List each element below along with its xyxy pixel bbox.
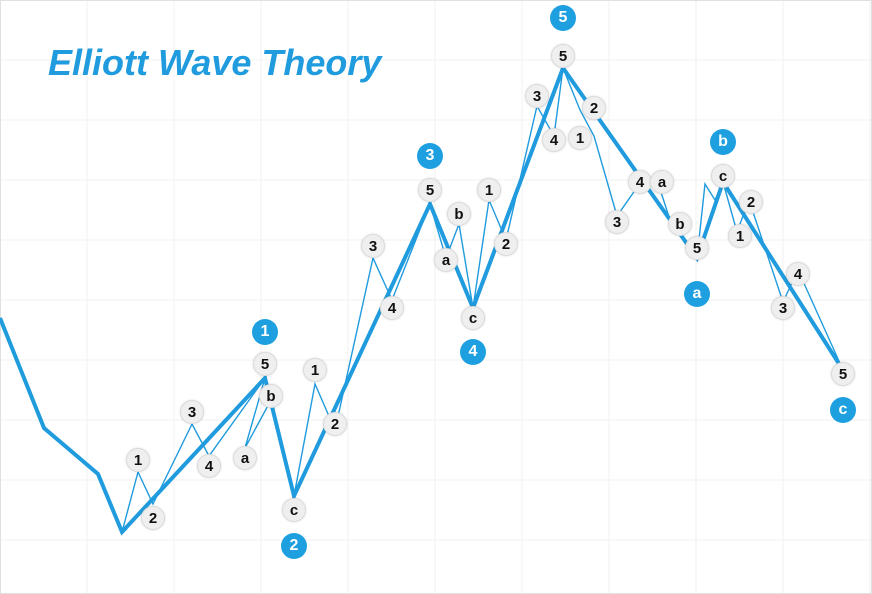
elliott-wave-chart: Elliott Wave Theory 12345abc12345abc1234… [0, 0, 872, 594]
chart-title: Elliott Wave Theory [48, 42, 381, 84]
chart-svg [0, 0, 872, 594]
